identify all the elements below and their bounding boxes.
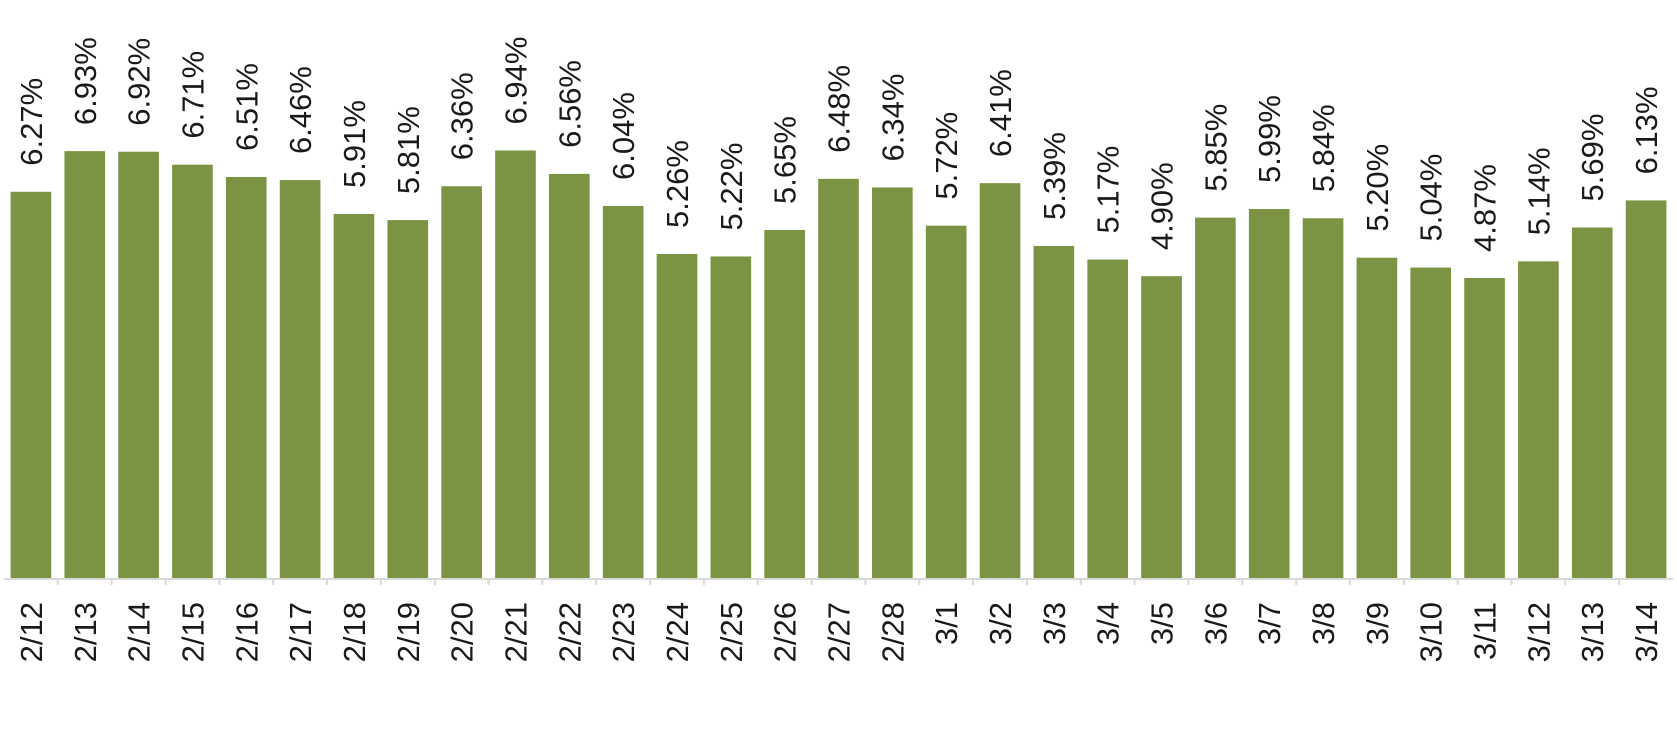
bar-3-5 bbox=[1141, 276, 1182, 578]
category-label: 2/28 bbox=[875, 602, 910, 662]
bar-2-15 bbox=[172, 164, 213, 578]
value-label: 5.84% bbox=[1306, 104, 1341, 192]
value-label: 5.14% bbox=[1521, 147, 1556, 235]
bar-2-22 bbox=[548, 173, 590, 578]
value-labels-layer: 6.27% 6.93% 6.92% 6.71% 6.51% 6.46% 5.91% 5.81%… bbox=[14, 37, 1664, 252]
value-label: 5.65% bbox=[768, 116, 803, 204]
bar-3-7 bbox=[1248, 209, 1290, 578]
value-label: 6.94% bbox=[498, 37, 533, 125]
value-label: 5.81% bbox=[391, 106, 426, 194]
category-label: 2/23 bbox=[606, 602, 641, 662]
value-label: 6.92% bbox=[122, 38, 157, 126]
value-label: 5.72% bbox=[929, 112, 964, 200]
category-labels-layer: 2/12 2/13 2/14 2/15 2/16 2/17 2/18 2/19 2/20 2/21… bbox=[14, 602, 1664, 662]
value-label: 5.22% bbox=[714, 143, 749, 231]
category-label: 2/19 bbox=[391, 602, 426, 662]
value-label: 5.39% bbox=[1037, 132, 1072, 220]
category-label: 3/9 bbox=[1360, 602, 1395, 645]
category-label: 2/18 bbox=[337, 602, 372, 662]
value-label: 6.56% bbox=[552, 60, 587, 148]
bar-3-6 bbox=[1195, 217, 1236, 578]
category-label: 2/14 bbox=[122, 602, 157, 662]
bar-3-2 bbox=[979, 183, 1021, 578]
value-label: 4.87% bbox=[1468, 164, 1503, 252]
value-label: 6.48% bbox=[822, 65, 857, 153]
value-label: 6.41% bbox=[983, 69, 1018, 157]
bar-2-18 bbox=[333, 213, 375, 578]
category-label: 3/6 bbox=[1198, 602, 1233, 645]
bar-2-12 bbox=[10, 191, 52, 578]
category-label: 2/26 bbox=[768, 602, 803, 662]
bar-2-21 bbox=[495, 150, 536, 578]
value-label: 5.04% bbox=[1414, 154, 1449, 242]
bar-3-8 bbox=[1302, 218, 1344, 578]
bar-3-4 bbox=[1087, 259, 1129, 578]
value-label: 5.26% bbox=[660, 140, 695, 228]
value-label: 5.85% bbox=[1198, 104, 1233, 192]
bar-2-28 bbox=[872, 187, 913, 578]
bar-3-14 bbox=[1625, 200, 1667, 578]
bars-layer bbox=[10, 150, 1667, 579]
value-label: 6.34% bbox=[875, 74, 910, 162]
category-label: 3/11 bbox=[1468, 602, 1503, 660]
category-label: 3/14 bbox=[1629, 602, 1664, 662]
bar-3-9 bbox=[1356, 257, 1398, 578]
bar-2-24 bbox=[656, 253, 698, 579]
category-label: 2/20 bbox=[445, 602, 480, 662]
bar-3-13 bbox=[1571, 227, 1613, 578]
category-label: 3/5 bbox=[1145, 602, 1180, 645]
value-label: 5.99% bbox=[1252, 95, 1287, 183]
value-label: 6.46% bbox=[283, 66, 318, 154]
bar-3-12 bbox=[1518, 261, 1559, 578]
value-label: 6.71% bbox=[175, 51, 210, 139]
category-label: 3/8 bbox=[1306, 602, 1341, 645]
category-label: 2/13 bbox=[68, 602, 103, 662]
value-label: 6.93% bbox=[68, 37, 103, 125]
bar-3-3 bbox=[1033, 245, 1075, 579]
bar-2-19 bbox=[387, 220, 429, 578]
value-label: 5.20% bbox=[1360, 144, 1395, 232]
category-label: 2/22 bbox=[552, 602, 587, 662]
bar-2-20 bbox=[441, 186, 482, 578]
value-label: 6.51% bbox=[229, 63, 264, 151]
category-label: 3/12 bbox=[1521, 602, 1556, 662]
bar-2-16 bbox=[225, 176, 267, 579]
category-label: 2/24 bbox=[660, 602, 695, 662]
category-label: 2/15 bbox=[175, 602, 210, 662]
bar-2-13 bbox=[64, 151, 106, 579]
category-label: 2/25 bbox=[714, 602, 749, 662]
bar-2-26 bbox=[764, 229, 805, 578]
category-label: 3/2 bbox=[983, 602, 1018, 645]
value-label: 6.04% bbox=[606, 92, 641, 180]
category-label: 2/12 bbox=[14, 602, 49, 662]
category-label: 2/21 bbox=[498, 602, 533, 662]
bar-2-14 bbox=[118, 151, 159, 579]
category-label: 3/3 bbox=[1037, 602, 1072, 645]
category-label: 2/27 bbox=[822, 602, 857, 662]
bar-2-17 bbox=[279, 180, 321, 578]
category-label: 3/4 bbox=[1091, 602, 1126, 645]
bar-3-1 bbox=[925, 225, 967, 578]
bar-3-11 bbox=[1464, 278, 1505, 578]
category-label: 3/7 bbox=[1252, 602, 1287, 645]
value-label: 6.13% bbox=[1629, 86, 1664, 174]
value-label: 5.91% bbox=[337, 100, 372, 188]
ticks-layer bbox=[56, 578, 1621, 585]
value-label: 6.27% bbox=[14, 78, 49, 166]
category-label: 3/13 bbox=[1575, 602, 1610, 662]
value-label: 5.17% bbox=[1091, 146, 1126, 234]
value-label: 5.69% bbox=[1575, 114, 1610, 202]
bar-2-25 bbox=[710, 256, 752, 578]
category-label: 2/16 bbox=[229, 602, 264, 662]
value-label: 6.36% bbox=[445, 72, 480, 160]
category-label: 3/10 bbox=[1414, 602, 1449, 662]
bar-2-23 bbox=[602, 205, 644, 578]
category-label: 3/1 bbox=[929, 602, 964, 645]
category-label: 2/17 bbox=[283, 602, 318, 662]
bar-2-27 bbox=[818, 178, 859, 578]
bar-3-10 bbox=[1410, 267, 1452, 578]
value-label: 4.90% bbox=[1145, 162, 1180, 250]
